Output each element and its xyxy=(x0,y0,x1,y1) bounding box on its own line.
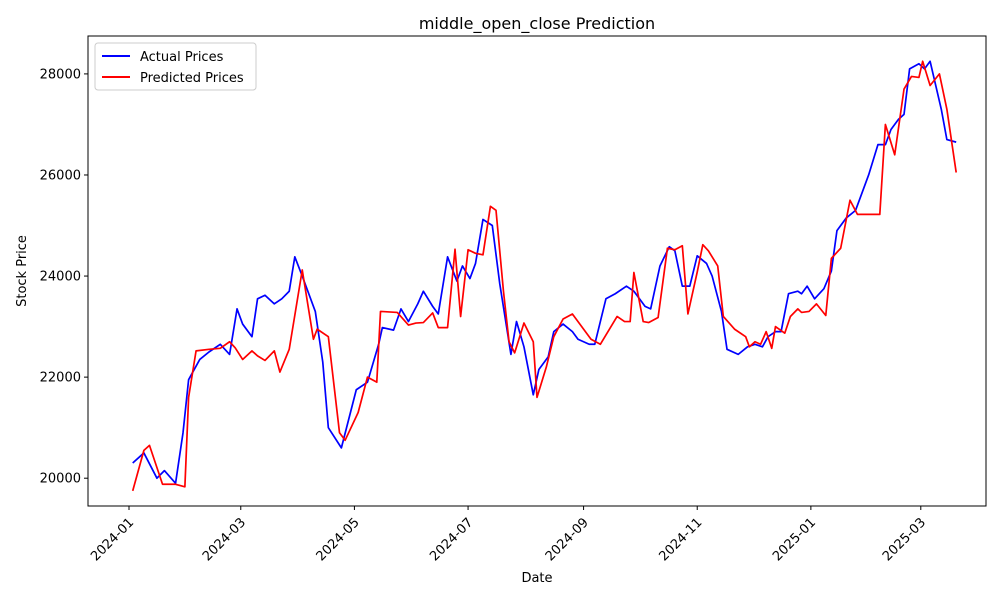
y-tick-label: 26000 xyxy=(40,168,81,183)
y-tick-label: 24000 xyxy=(40,270,81,285)
series-line-predicted xyxy=(131,60,958,492)
y-tick-label: 28000 xyxy=(40,67,81,82)
y-axis: 20000 22000 24000 26000 28000 xyxy=(40,67,88,487)
x-axis-label: Date xyxy=(521,571,552,586)
legend-label-actual: Actual Prices xyxy=(140,50,224,65)
series-lines xyxy=(131,60,958,492)
legend-label-predicted: Predicted Prices xyxy=(140,71,244,86)
y-tick-label: 22000 xyxy=(40,371,81,386)
axes-frame xyxy=(87,35,987,507)
legend-frame xyxy=(94,42,257,91)
y-tick-label: 20000 xyxy=(40,472,81,487)
y-axis-label: Stock Price xyxy=(15,235,30,307)
legend: Actual Prices Predicted Prices xyxy=(94,42,257,91)
chart-title: middle_open_close Prediction xyxy=(419,14,655,34)
